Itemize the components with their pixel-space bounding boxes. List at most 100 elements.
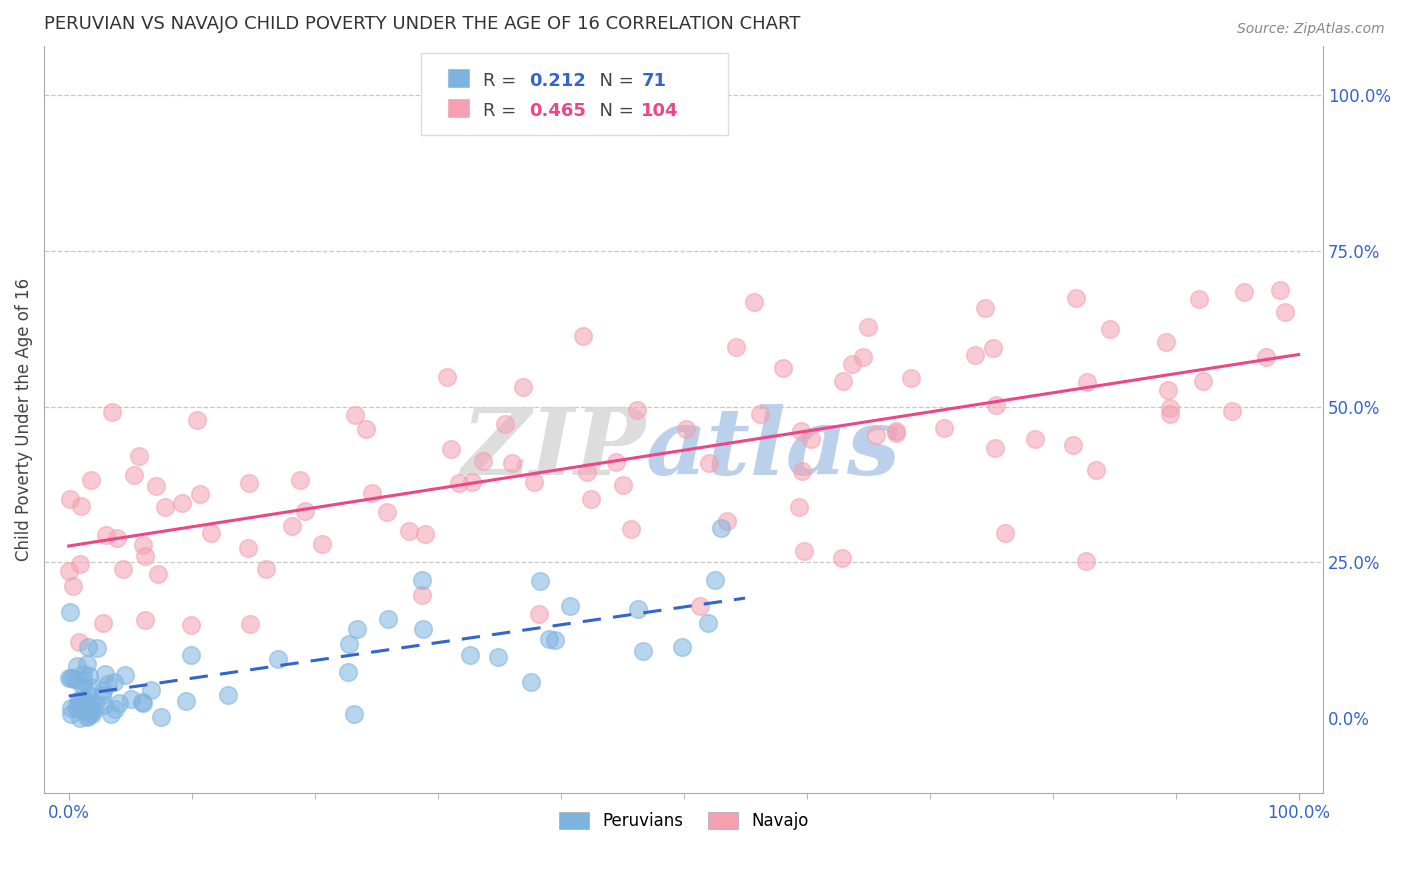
Point [1254,351,1277,365]
Point [80,473,103,487]
Point [79,669,101,683]
Point [689,599,711,614]
Point [107,696,129,710]
Point [1192,374,1215,388]
Point [742,295,765,310]
Point [97,677,120,691]
Point [107,531,129,545]
Point [527,607,550,622]
Point [900,371,922,385]
Point [134,549,156,563]
Point [80,680,103,694]
Point [579,492,602,507]
Point [62,671,84,685]
Text: PERUVIAN VS NAVAJO CHILD POVERTY UNDER THE AGE OF 16 CORRELATION CHART: PERUVIAN VS NAVAJO CHILD POVERTY UNDER T… [44,15,800,33]
Point [716,515,738,529]
Point [94,528,117,542]
Point [188,487,211,501]
Point [605,454,627,468]
Point [1076,375,1098,389]
Point [70,691,93,706]
Point [217,688,239,702]
Point [69,500,91,514]
Point [238,616,260,631]
Point [72,673,94,688]
Text: Source: ZipAtlas.com: Source: ZipAtlas.com [1237,22,1385,37]
Point [704,574,727,588]
Point [131,695,153,709]
Point [153,500,176,514]
Point [101,404,124,418]
Text: R =: R = [482,102,522,120]
Point [412,622,434,636]
Point [58,671,80,685]
Point [558,599,581,614]
Point [266,652,288,666]
Point [472,454,495,468]
Point [131,696,153,710]
Point [83,698,105,712]
Point [841,357,863,371]
Point [494,417,516,431]
Point [120,692,142,706]
Point [1222,404,1244,418]
Point [398,524,420,539]
Point [59,605,82,619]
Point [436,370,458,384]
Point [1024,433,1046,447]
Point [447,475,470,490]
Point [134,613,156,627]
Point [343,408,366,422]
Point [346,622,368,636]
Point [76,640,98,654]
Point [72,667,94,681]
Point [1099,321,1122,335]
Point [994,526,1017,541]
Point [281,519,304,533]
Point [973,301,995,316]
Point [710,521,733,535]
Point [67,635,90,649]
Point [200,526,222,541]
Point [523,475,546,490]
Point [82,707,104,722]
Point [76,657,98,671]
Point [69,558,91,572]
Point [65,700,87,714]
Point [356,421,378,435]
Point [1154,334,1177,349]
Point [104,702,127,716]
Point [75,696,97,710]
Point [458,648,481,662]
Point [93,698,115,712]
Point [965,348,987,362]
Point [884,424,907,438]
Point [512,380,534,394]
Point [501,456,523,470]
Point [67,692,90,706]
Point [76,709,98,723]
Text: atlas: atlas [645,404,900,494]
Point [114,668,136,682]
Point [1270,283,1292,297]
Point [831,551,853,566]
Point [180,648,202,662]
Point [934,421,956,435]
Point [337,638,360,652]
Point [62,579,84,593]
Point [122,467,145,482]
Point [411,588,433,602]
Point [254,562,277,576]
Point [1159,407,1181,421]
Point [627,602,650,616]
Point [529,574,551,589]
Point [439,442,461,456]
Point [486,650,509,665]
Point [132,538,155,552]
Point [58,564,80,578]
Point [69,711,91,725]
Point [67,696,90,710]
Point [984,441,1007,455]
Point [149,710,172,724]
Point [983,341,1005,355]
